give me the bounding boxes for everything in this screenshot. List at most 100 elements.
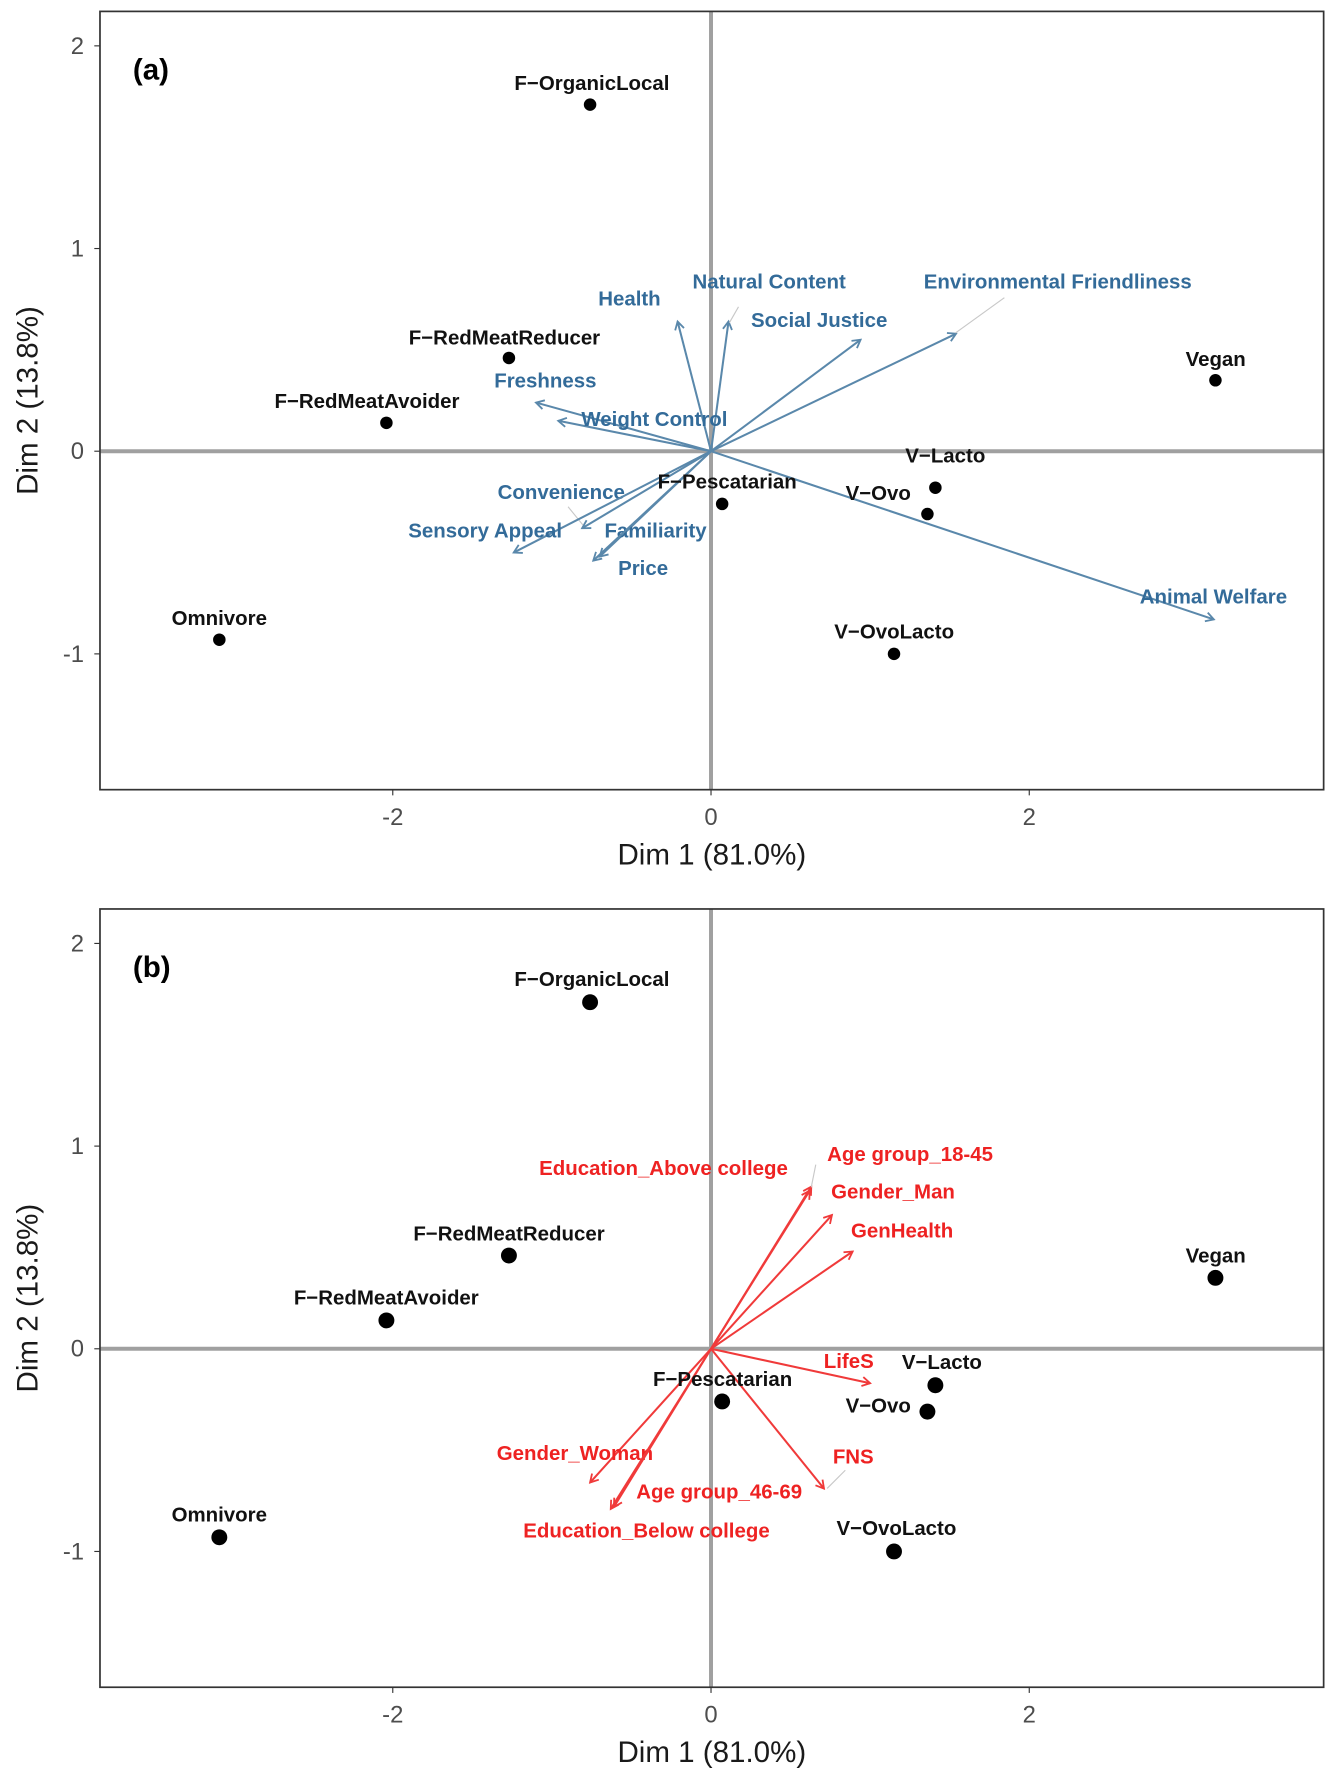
x-tick-label: 0: [704, 804, 717, 831]
panel-a: Health Natural Content Social Justice Envir…: [11, 10, 1325, 872]
data-point: [213, 633, 226, 646]
vector-label: Freshness: [494, 369, 596, 392]
vector-label: Price: [618, 557, 668, 580]
point-label: Omnivore: [172, 1503, 267, 1526]
point-label: F−RedMeatReducer: [413, 1223, 604, 1246]
point-label: F−RedMeatReducer: [409, 326, 600, 349]
data-point: [714, 1393, 731, 1410]
panel-label: (a): [133, 54, 169, 87]
vector-label: Gender_Man: [831, 1181, 955, 1204]
data-point: [927, 1377, 944, 1394]
point-label: F−OrganicLocal: [514, 72, 669, 95]
data-point: [886, 1543, 902, 1560]
label-leader-line: [955, 297, 1005, 334]
vector-arrow: [534, 399, 712, 453]
point-label: V−Ovo: [846, 1394, 911, 1417]
y-tick-label: 0: [71, 438, 84, 465]
vector-label: Gender_Woman: [497, 1442, 653, 1465]
point-label: Vegan: [1186, 348, 1246, 371]
y-tick-label: -1: [63, 641, 84, 668]
vector-label: Environmental Friendliness: [924, 271, 1192, 294]
vector-label: Sensory Appeal: [408, 519, 562, 542]
panel-label: (b): [133, 951, 171, 984]
data-point: [211, 1529, 228, 1546]
label-leader-line: [826, 1469, 846, 1489]
x-axis-title: Dim 1 (81.0%): [617, 839, 806, 872]
x-tick-label: 2: [1023, 804, 1036, 831]
vector-label: Education_Above college: [539, 1157, 788, 1180]
vector-arrow: [710, 319, 733, 452]
data-point: [1207, 1269, 1224, 1286]
data-point: [583, 98, 597, 111]
vector-label: GenHealth: [851, 1219, 953, 1242]
point-label: F−RedMeatAvoider: [275, 390, 460, 413]
y-tick-label: 1: [71, 1133, 84, 1160]
vector-arrow: [710, 1250, 855, 1350]
point-label: V−Ovo: [846, 482, 911, 505]
vector-arrow: [710, 1348, 826, 1491]
vector-arrow: [580, 450, 712, 530]
panel-b: Age group_18-45 Education_Above college Ge…: [11, 908, 1325, 1769]
vector-arrow: [512, 450, 712, 554]
y-tick-label: 1: [71, 235, 84, 262]
y-axis-title: Dim 2 (13.8%): [11, 1204, 44, 1393]
point-label: Vegan: [1186, 1244, 1246, 1267]
point-label: V−Lacto: [902, 1351, 982, 1374]
vector-label: Age group_18-45: [827, 1143, 993, 1166]
y-tick-label: 2: [71, 930, 84, 957]
x-tick-label: -2: [382, 804, 403, 831]
point-label: F−Pescatarian: [653, 1368, 792, 1391]
x-axis-title: Dim 1 (81.0%): [617, 1736, 806, 1769]
vector-arrow: [556, 417, 712, 453]
vector-label: Animal Welfare: [1140, 585, 1287, 608]
point-label: F−RedMeatAvoider: [294, 1286, 479, 1309]
point-label: Omnivore: [172, 607, 267, 630]
vector-label: Age group_46-69: [636, 1481, 802, 1504]
point-label: F−OrganicLocal: [514, 968, 669, 991]
x-tick-label: 0: [704, 1701, 717, 1728]
label-leader-line: [810, 1164, 817, 1188]
data-point: [380, 416, 393, 430]
data-point: [919, 1403, 936, 1420]
vector-label: Natural Content: [693, 271, 846, 294]
label-leader-line: [567, 506, 584, 526]
data-point: [502, 351, 516, 365]
point-label: V−OvoLacto: [837, 1517, 957, 1540]
point-label: V−OvoLacto: [834, 621, 954, 644]
data-point: [715, 497, 729, 511]
vector-arrow: [710, 338, 863, 453]
data-point: [500, 1247, 517, 1264]
vector-arrow: [710, 1189, 811, 1350]
label-leader-line: [728, 306, 740, 323]
vector-arrow: [674, 319, 713, 452]
y-tick-label: 2: [71, 33, 84, 60]
vector-arrow: [710, 1213, 834, 1350]
vector-label: Weight Control: [581, 408, 727, 431]
vector-label: Social Justice: [751, 309, 887, 332]
vector-arrow: [591, 450, 712, 562]
vector-label: Convenience: [498, 481, 625, 504]
plot-frame: [99, 908, 1325, 1689]
vector-arrow: [710, 332, 958, 453]
data-point: [929, 481, 942, 494]
point-label: F−Pescatarian: [658, 471, 797, 494]
vector-arrow: [710, 450, 1216, 623]
y-axis-title: Dim 2 (13.8%): [11, 306, 44, 495]
vector-label: Familiarity: [604, 519, 707, 542]
data-point: [378, 1312, 395, 1329]
data-point: [1209, 374, 1222, 387]
x-tick-label: -2: [382, 1701, 403, 1728]
vector-arrow: [588, 1348, 712, 1484]
data-point: [921, 507, 934, 521]
y-tick-label: 0: [71, 1336, 84, 1363]
vector-label: LifeS: [824, 1350, 874, 1373]
vector-label: FNS: [833, 1445, 874, 1468]
vector-label: Health: [598, 288, 660, 311]
data-point: [887, 647, 901, 661]
point-label: V−Lacto: [905, 444, 985, 467]
data-point: [582, 994, 599, 1011]
x-tick-label: 2: [1023, 1701, 1036, 1728]
vector-label: Education_Below college: [523, 1519, 769, 1542]
vector-arrow: [710, 1347, 872, 1387]
